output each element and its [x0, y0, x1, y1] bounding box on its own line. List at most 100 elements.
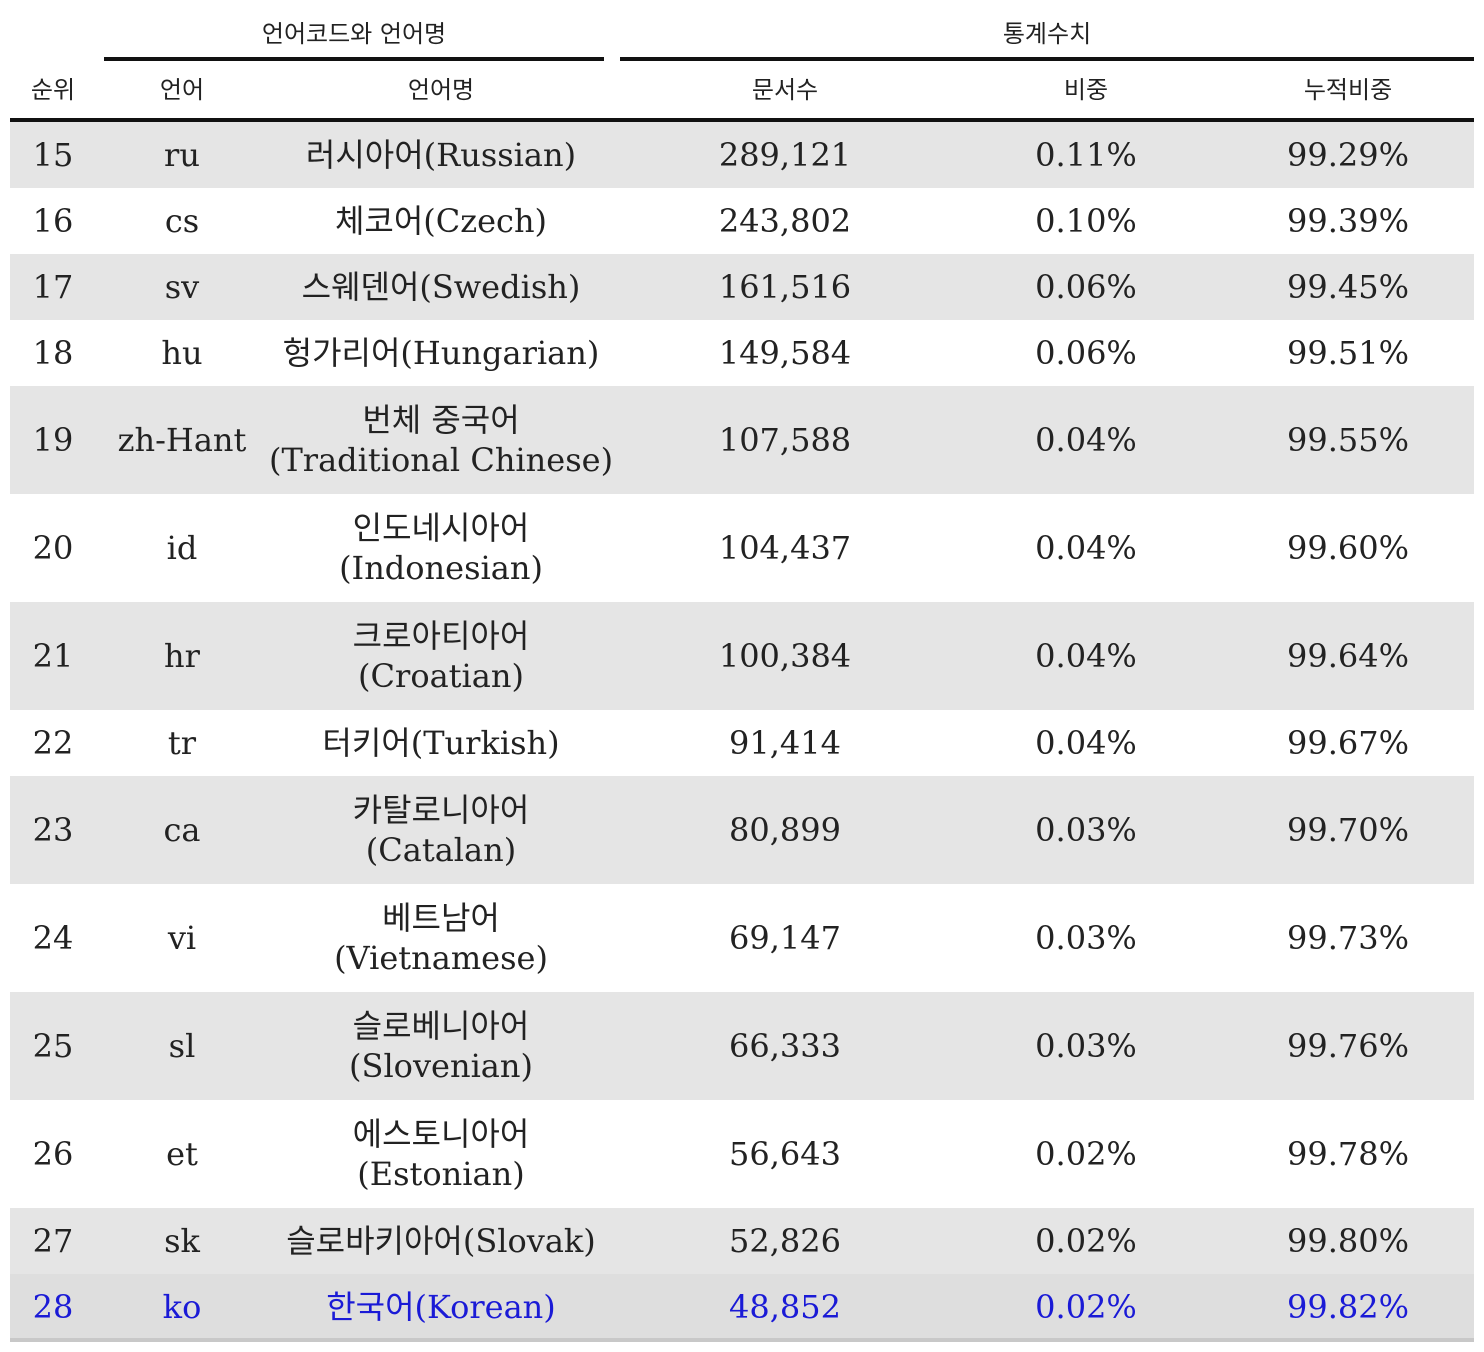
cell-doc-count: 149,584 [718, 334, 852, 372]
cell-doc-count: 161,516 [718, 268, 852, 306]
header-rule [10, 118, 1474, 122]
table-row: 20 id 인도네시아어 (Indonesian) 104,437 0.04% 99.60… [10, 494, 1474, 602]
column-header-cumulative: 누적비중 [1303, 76, 1393, 104]
cell-doc-count: 289,121 [718, 136, 852, 174]
table-row: 17 sv 스웨덴어(Swedish) 161,516 0.06% 99.45% [10, 254, 1474, 320]
table-row: 26 et 에스토니아어 (Estonian) 56,643 0.02% 99.78% [10, 1100, 1474, 1208]
cell-ratio: 0.03% [1035, 811, 1137, 849]
cell-rank: 26 [32, 1135, 74, 1173]
cell-doc-count: 104,437 [718, 529, 852, 567]
cell-ratio: 0.04% [1035, 637, 1137, 675]
cell-language-name: 인도네시아어 (Indonesian) [339, 509, 543, 587]
cell-cumulative-ratio: 99.60% [1286, 529, 1409, 567]
cell-doc-count: 100,384 [718, 637, 852, 675]
cell-ratio: 0.04% [1035, 724, 1137, 762]
cell-rank: 20 [32, 529, 74, 567]
cell-doc-count: 80,899 [729, 811, 841, 849]
cell-language-name: 슬로바키아어(Slovak) [286, 1222, 596, 1260]
cell-cumulative-ratio: 99.82% [1286, 1288, 1409, 1326]
cell-code: ru [164, 136, 200, 174]
cell-language-name: 체코어(Czech) [334, 202, 548, 240]
cell-rank: 24 [32, 919, 74, 957]
cell-code: sv [164, 268, 200, 306]
cell-ratio: 0.02% [1035, 1288, 1137, 1326]
table-row: 27 sk 슬로바키아어(Slovak) 52,826 0.02% 99.80% [10, 1208, 1474, 1274]
table-row: 25 sl 슬로베니아어 (Slovenian) 66,333 0.03% 99.76% [10, 992, 1474, 1100]
table-row: 16 cs 체코어(Czech) 243,802 0.10% 99.39% [10, 188, 1474, 254]
cell-cumulative-ratio: 99.67% [1286, 724, 1409, 762]
cell-language-name: 슬로베니아어 (Slovenian) [349, 1007, 533, 1085]
column-header-docs: 문서수 [751, 76, 819, 104]
cell-rank: 19 [32, 421, 74, 459]
cell-cumulative-ratio: 99.39% [1286, 202, 1409, 240]
cell-code: cs [164, 202, 200, 240]
table-row: 24 vi 베트남어 (Vietnamese) 69,147 0.03% 99.73% [10, 884, 1474, 992]
cell-cumulative-ratio: 99.73% [1286, 919, 1409, 957]
cell-ratio: 0.03% [1035, 1027, 1137, 1065]
cell-rank: 21 [32, 637, 74, 675]
cell-doc-count: 91,414 [729, 724, 841, 762]
cell-language-name: 에스토니아어 (Estonian) [352, 1115, 530, 1193]
cell-doc-count: 48,852 [729, 1288, 841, 1326]
table-bottom-rule [10, 1338, 1474, 1342]
cell-language-name: 러시아어(Russian) [305, 136, 577, 174]
table-row: 22 tr 터키어(Turkish) 91,414 0.04% 99.67% [10, 710, 1474, 776]
table-body: 15 ru 러시아어(Russian) 289,121 0.11% 99.29% 16 cs 체… [10, 122, 1474, 1340]
group-underline-stats [620, 57, 1474, 61]
table-row: 23 ca 카탈로니아어 (Catalan) 80,899 0.03% 99.70% [10, 776, 1474, 884]
cell-cumulative-ratio: 99.70% [1286, 811, 1409, 849]
cell-language-name: 카탈로니아어 (Catalan) [352, 791, 530, 869]
cell-doc-count: 56,643 [729, 1135, 841, 1173]
cell-rank: 23 [32, 811, 74, 849]
cell-language-name: 터키어(Turkish) [322, 724, 560, 762]
group-underline-language [104, 57, 604, 61]
cell-cumulative-ratio: 99.45% [1286, 268, 1409, 306]
cell-cumulative-ratio: 99.51% [1286, 334, 1409, 372]
cell-code: id [166, 529, 198, 567]
cell-cumulative-ratio: 99.80% [1286, 1222, 1409, 1260]
cell-language-name: 크로아티아어 (Croatian) [352, 617, 530, 695]
cell-language-name: 번체 중국어 (Traditional Chinese) [268, 401, 614, 479]
cell-ratio: 0.06% [1035, 334, 1137, 372]
cell-rank: 15 [32, 136, 74, 174]
column-header-ratio: 비중 [1063, 76, 1109, 104]
cell-ratio: 0.02% [1035, 1135, 1137, 1173]
cell-code: sk [164, 1222, 200, 1260]
cell-language-name: 베트남어 (Vietnamese) [334, 899, 548, 977]
cell-ratio: 0.04% [1035, 529, 1137, 567]
cell-code: ca [163, 811, 201, 849]
table-row: 21 hr 크로아티아어 (Croatian) 100,384 0.04% 99.64% [10, 602, 1474, 710]
cell-doc-count: 243,802 [718, 202, 852, 240]
cell-rank: 22 [32, 724, 74, 762]
table-row: 19 zh-Hant 번체 중국어 (Traditional Chinese) 107… [10, 386, 1474, 494]
column-header-code: 언어 [159, 76, 205, 104]
cell-rank: 17 [32, 268, 74, 306]
cell-rank: 18 [32, 334, 74, 372]
cell-doc-count: 69,147 [729, 919, 841, 957]
cell-code: vi [167, 919, 197, 957]
cell-ratio: 0.03% [1035, 919, 1137, 957]
cell-cumulative-ratio: 99.55% [1286, 421, 1409, 459]
cell-ratio: 0.11% [1035, 136, 1137, 174]
cell-ratio: 0.10% [1035, 202, 1137, 240]
cell-rank: 27 [32, 1222, 74, 1260]
cell-doc-count: 52,826 [729, 1222, 841, 1260]
table-row: 15 ru 러시아어(Russian) 289,121 0.11% 99.29% [10, 122, 1474, 188]
cell-rank: 28 [32, 1288, 74, 1326]
cell-ratio: 0.04% [1035, 421, 1137, 459]
cell-cumulative-ratio: 99.64% [1286, 637, 1409, 675]
cell-code: hu [161, 334, 203, 372]
cell-ratio: 0.02% [1035, 1222, 1137, 1260]
cell-code: hr [164, 637, 200, 675]
group-header-stats: 통계수치 [1002, 20, 1092, 48]
cell-language-name: 스웨덴어(Swedish) [301, 268, 581, 306]
table-row: 18 hu 헝가리어(Hungarian) 149,584 0.06% 99.51% [10, 320, 1474, 386]
cell-code: zh-Hant [117, 421, 247, 459]
column-header-row: 순위 언어 언어명 문서수 비중 누적비중 [10, 66, 1474, 114]
cell-code: et [166, 1135, 198, 1173]
table-row-highlighted: 28 ko 한국어(Korean) 48,852 0.02% 99.82% [10, 1274, 1474, 1340]
cell-doc-count: 107,588 [718, 421, 852, 459]
cell-code: sl [168, 1027, 196, 1065]
column-header-rank: 순위 [30, 76, 76, 104]
cell-cumulative-ratio: 99.76% [1286, 1027, 1409, 1065]
